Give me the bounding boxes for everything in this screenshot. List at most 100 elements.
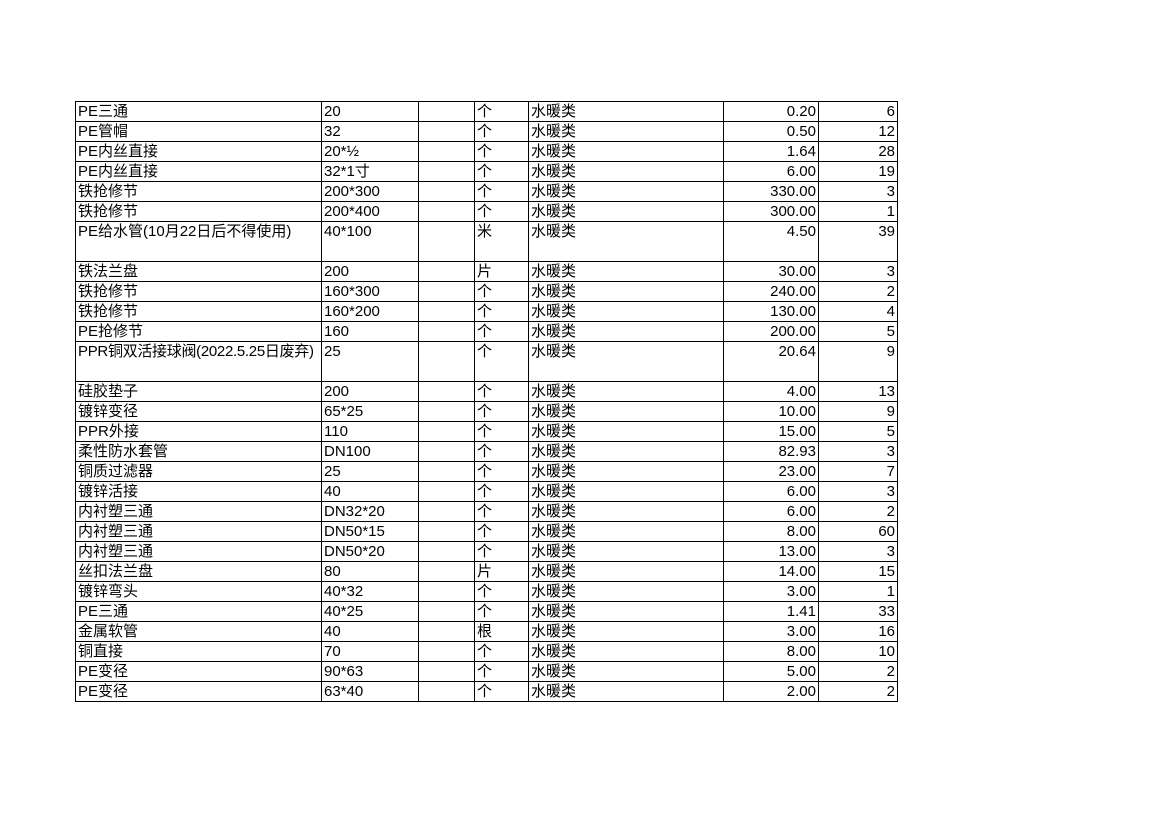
table-row: 内衬塑三通 DN32*20 个水暖类 6.00 2 <box>75 501 898 522</box>
table-row: 内衬塑三通 DN50*20 个水暖类 13.00 3 <box>75 541 898 562</box>
item-name-cell: 铁抢修节 <box>75 281 322 302</box>
unit-cell: 个 <box>474 301 529 322</box>
unit-price-cell: 23.00 <box>723 461 819 482</box>
unit-price-cell: 30.00 <box>723 261 819 282</box>
item-name-cell: 铁抢修节 <box>75 301 322 322</box>
item-name-cell: PE管帽 <box>75 121 322 142</box>
table-row: 镀锌变径 65*25 个水暖类 10.00 9 <box>75 401 898 422</box>
unit-price-cell: 200.00 <box>723 321 819 342</box>
quantity-cell: 5 <box>818 421 898 442</box>
spec-cell: 80 <box>321 561 419 582</box>
item-name-cell: 内衬塑三通 <box>75 501 322 522</box>
category-cell: 水暖类 <box>528 381 724 402</box>
item-name-cell: PE内丝直接 <box>75 161 322 182</box>
item-name-cell: 铁抢修节 <box>75 201 322 222</box>
unit-cell: 个 <box>474 481 529 502</box>
table-row: PE三通 20 个水暖类 0.20 6 <box>75 101 898 122</box>
unit-cell: 根 <box>474 621 529 642</box>
spec-cell: 40 <box>321 481 419 502</box>
category-cell: 水暖类 <box>528 501 724 522</box>
unit-price-cell: 2.00 <box>723 681 819 702</box>
unit-cell: 个 <box>474 181 529 202</box>
table-row: 铁抢修节 160*300 个水暖类 240.00 2 <box>75 281 898 302</box>
spec-cell: 110 <box>321 421 419 442</box>
unit-price-cell: 13.00 <box>723 541 819 562</box>
category-cell: 水暖类 <box>528 321 724 342</box>
item-name-cell: 铜直接 <box>75 641 322 662</box>
category-cell: 水暖类 <box>528 301 724 322</box>
blank-cell <box>418 341 475 382</box>
unit-cell: 个 <box>474 641 529 662</box>
table-row: PE变径 90*63 个水暖类 5.00 2 <box>75 661 898 682</box>
category-cell: 水暖类 <box>528 341 724 382</box>
spec-cell: 40*100 <box>321 221 419 262</box>
inventory-table: PE三通 20 个水暖类 0.20 6 PE管帽 32 个水暖类 0.50 12 PE内丝直接 20*… <box>75 101 898 702</box>
item-name-cell: 柔性防水套管 <box>75 441 322 462</box>
table-row: 铜质过滤器 25 个水暖类 23.00 7 <box>75 461 898 482</box>
unit-cell: 个 <box>474 401 529 422</box>
spec-cell: 20 <box>321 101 419 122</box>
item-name-cell: 铁抢修节 <box>75 181 322 202</box>
blank-cell <box>418 421 475 442</box>
blank-cell <box>418 461 475 482</box>
category-cell: 水暖类 <box>528 681 724 702</box>
unit-cell: 片 <box>474 261 529 282</box>
item-name-cell: 硅胶垫子 <box>75 381 322 402</box>
blank-cell <box>418 401 475 422</box>
table-row: 金属软管 40 根水暖类 3.00 16 <box>75 621 898 642</box>
blank-cell <box>418 121 475 142</box>
item-name-cell: 铁法兰盘 <box>75 261 322 282</box>
blank-cell <box>418 581 475 602</box>
spec-cell: DN50*20 <box>321 541 419 562</box>
unit-cell: 个 <box>474 661 529 682</box>
unit-price-cell: 1.41 <box>723 601 819 622</box>
blank-cell <box>418 261 475 282</box>
spec-cell: DN100 <box>321 441 419 462</box>
item-name-cell: PE三通 <box>75 101 322 122</box>
spec-cell: 200*300 <box>321 181 419 202</box>
blank-cell <box>418 321 475 342</box>
category-cell: 水暖类 <box>528 661 724 682</box>
table-row: 铁法兰盘 200 片水暖类 30.00 3 <box>75 261 898 282</box>
spec-cell: 90*63 <box>321 661 419 682</box>
blank-cell <box>418 521 475 542</box>
unit-price-cell: 0.20 <box>723 101 819 122</box>
blank-cell <box>418 481 475 502</box>
unit-price-cell: 300.00 <box>723 201 819 222</box>
item-name-cell: PE给水管(10月22日后不得使用) <box>75 221 322 262</box>
blank-cell <box>418 301 475 322</box>
category-cell: 水暖类 <box>528 261 724 282</box>
item-name-cell: 内衬塑三通 <box>75 521 322 542</box>
item-name-cell: 铜质过滤器 <box>75 461 322 482</box>
quantity-cell: 3 <box>818 181 898 202</box>
unit-price-cell: 82.93 <box>723 441 819 462</box>
unit-cell: 个 <box>474 681 529 702</box>
spec-cell: 40 <box>321 621 419 642</box>
unit-cell: 个 <box>474 321 529 342</box>
table-row: PE给水管(10月22日后不得使用) 40*100 米水暖类 4.50 39 <box>75 221 898 262</box>
unit-price-cell: 14.00 <box>723 561 819 582</box>
item-name-cell: 镀锌活接 <box>75 481 322 502</box>
category-cell: 水暖类 <box>528 121 724 142</box>
spec-cell: 160*200 <box>321 301 419 322</box>
quantity-cell: 9 <box>818 401 898 422</box>
spec-cell: 25 <box>321 461 419 482</box>
spec-cell: 20*½ <box>321 141 419 162</box>
unit-cell: 个 <box>474 201 529 222</box>
table-row: 铁抢修节 200*300 个水暖类 330.00 3 <box>75 181 898 202</box>
blank-cell <box>418 661 475 682</box>
spec-cell: 200*400 <box>321 201 419 222</box>
blank-cell <box>418 141 475 162</box>
table-body: PE三通 20 个水暖类 0.20 6 PE管帽 32 个水暖类 0.50 12 PE内丝直接 20*… <box>75 101 898 702</box>
quantity-cell: 1 <box>818 581 898 602</box>
table-row: PE变径 63*40 个水暖类 2.00 2 <box>75 681 898 702</box>
quantity-cell: 1 <box>818 201 898 222</box>
blank-cell <box>418 161 475 182</box>
unit-cell: 个 <box>474 141 529 162</box>
unit-price-cell: 8.00 <box>723 521 819 542</box>
quantity-cell: 2 <box>818 661 898 682</box>
table-row: PPR外接 110 个水暖类 15.00 5 <box>75 421 898 442</box>
table-row: 铜直接 70 个水暖类 8.00 10 <box>75 641 898 662</box>
unit-cell: 个 <box>474 341 529 382</box>
quantity-cell: 60 <box>818 521 898 542</box>
